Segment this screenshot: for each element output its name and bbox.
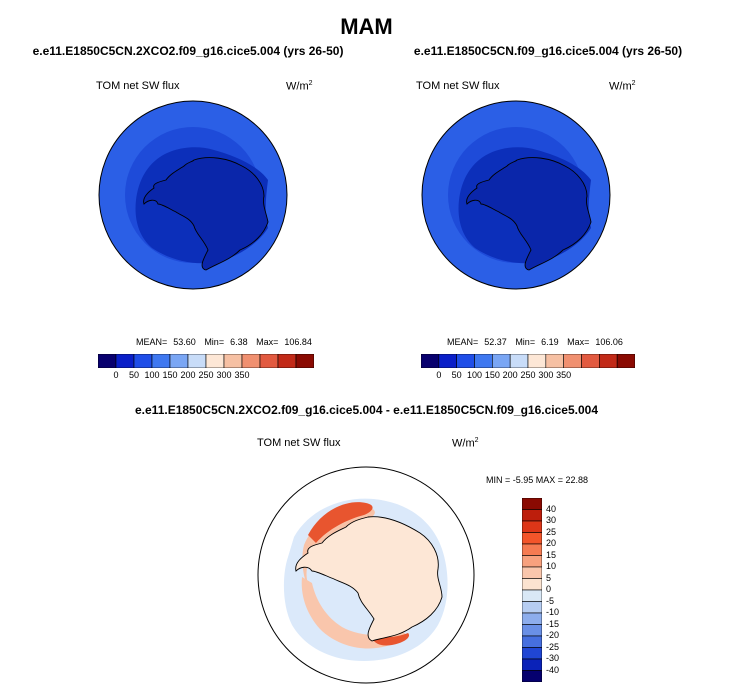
colorbar-swatch bbox=[522, 555, 542, 568]
panel-1-stats: MEAN= 53.60 Min= 6.38 Max= 106.84 bbox=[136, 337, 312, 347]
colorbar-tick-label: 200 bbox=[180, 370, 196, 380]
panel-2-title: e.e11.E1850C5CN.f09_g16.cice5.004 (yrs 2… bbox=[413, 44, 683, 58]
colorbar-swatch bbox=[438, 354, 457, 368]
colorbar-tick-label: 300 bbox=[216, 370, 232, 380]
colorbar-swatch bbox=[522, 647, 542, 660]
colorbar-swatch bbox=[522, 670, 542, 682]
colorbar-swatch bbox=[616, 354, 635, 368]
colorbar-swatch bbox=[522, 509, 542, 522]
colorbar-tick-label: 350 bbox=[556, 370, 572, 380]
colorbar-tick-label: 25 bbox=[546, 526, 557, 537]
panel-2-stats: MEAN= 52.37 Min= 6.19 Max= 106.06 bbox=[447, 337, 623, 347]
difference-minmax: MIN = -5.95 MAX = 22.88 bbox=[486, 475, 589, 485]
colorbar-swatch bbox=[474, 354, 493, 368]
difference-units-label: W/m2 bbox=[452, 437, 479, 450]
colorbar-swatch bbox=[581, 354, 600, 368]
panel-1-units-label: W/m2 bbox=[286, 80, 313, 93]
colorbar-tick-label: 50 bbox=[451, 370, 462, 380]
panel-1-title: e.e11.E1850C5CN.2XCO2.f09_g16.cice5.004 … bbox=[32, 44, 344, 58]
colorbar-tick-label: 200 bbox=[502, 370, 518, 380]
panel-1-colorbar bbox=[98, 354, 314, 368]
colorbar-tick-label: 300 bbox=[538, 370, 554, 380]
colorbar-swatch bbox=[522, 658, 542, 671]
colorbar-tick-label: 250 bbox=[198, 370, 214, 380]
colorbar-swatch bbox=[522, 601, 542, 614]
colorbar-swatch bbox=[205, 354, 225, 368]
colorbar-swatch bbox=[522, 612, 542, 625]
panel-1-variable-label: TOM net SW flux bbox=[96, 80, 180, 92]
colorbar-swatch bbox=[522, 520, 542, 533]
colorbar-swatch bbox=[259, 354, 279, 368]
colorbar-tick-label: -15 bbox=[546, 618, 560, 629]
difference-map bbox=[257, 466, 475, 684]
colorbar-swatch bbox=[522, 498, 542, 510]
colorbar-swatch bbox=[115, 354, 135, 368]
panel-2-colorbar bbox=[421, 354, 635, 368]
difference-variable-label: TOM net SW flux bbox=[257, 437, 341, 449]
colorbar-tick-label: -25 bbox=[546, 641, 560, 652]
colorbar-swatch bbox=[421, 354, 440, 368]
colorbar-tick-label: 0 bbox=[546, 584, 552, 594]
colorbar-swatch bbox=[241, 354, 261, 368]
colorbar-swatch bbox=[527, 354, 547, 368]
colorbar-tick-label: 100 bbox=[466, 370, 483, 380]
colorbar-tick-label: 150 bbox=[484, 370, 500, 380]
colorbar-tick-label: -20 bbox=[546, 630, 560, 640]
colorbar-swatch bbox=[295, 354, 314, 368]
colorbar-swatch bbox=[522, 578, 542, 591]
colorbar-tick-label: 350 bbox=[234, 370, 250, 380]
colorbar-tick-label: 150 bbox=[162, 370, 178, 380]
antarctica-outline-2 bbox=[466, 157, 592, 271]
colorbar-swatch bbox=[545, 354, 564, 368]
colorbar-tick-label: 0 bbox=[436, 370, 442, 380]
panel-2-colorbar-labels: 0 50 100 150 200 250 300 350 bbox=[421, 370, 635, 382]
panel-2-variable-label: TOM net SW flux bbox=[416, 80, 500, 92]
colorbar-tick-label: 10 bbox=[546, 561, 557, 571]
colorbar-swatch bbox=[509, 354, 529, 368]
colorbar-swatch bbox=[563, 354, 582, 368]
colorbar-swatch bbox=[277, 354, 297, 368]
colorbar-swatch bbox=[522, 635, 542, 648]
panel-1-colorbar-labels: 0 50 100 150 200 250 300 350 bbox=[98, 370, 314, 382]
colorbar-tick-label: -40 bbox=[546, 664, 560, 675]
colorbar-tick-label: -10 bbox=[546, 607, 560, 617]
colorbar-tick-label: 40 bbox=[546, 503, 557, 514]
colorbar-tick-label: 20 bbox=[546, 538, 557, 548]
colorbar-tick-label: -30 bbox=[546, 653, 560, 663]
colorbar-tick-label: 50 bbox=[128, 370, 139, 380]
difference-colorbar bbox=[522, 498, 542, 682]
colorbar-tick-label: -5 bbox=[546, 595, 555, 606]
colorbar-swatch bbox=[599, 354, 618, 368]
colorbar-tick-label: 0 bbox=[113, 370, 119, 380]
colorbar-swatch bbox=[456, 354, 475, 368]
colorbar-swatch bbox=[522, 624, 542, 637]
colorbar-tick-label: 100 bbox=[144, 370, 160, 380]
season-title: MAM bbox=[340, 14, 393, 39]
colorbar-swatch bbox=[169, 354, 189, 368]
colorbar-tick-label: 250 bbox=[520, 370, 536, 380]
colorbar-tick-label: 15 bbox=[546, 549, 557, 560]
colorbar-tick-label: 30 bbox=[546, 515, 557, 525]
colorbar-tick-label: 5 bbox=[546, 572, 552, 583]
colorbar-swatch bbox=[187, 354, 207, 368]
colorbar-swatch bbox=[151, 354, 171, 368]
colorbar-swatch bbox=[522, 532, 542, 545]
panel-1-map bbox=[98, 100, 288, 290]
colorbar-swatch bbox=[133, 354, 153, 368]
colorbar-swatch bbox=[492, 354, 511, 368]
panel-2-units-label: W/m2 bbox=[609, 80, 636, 93]
colorbar-swatch bbox=[522, 589, 542, 602]
colorbar-swatch bbox=[98, 354, 117, 368]
antarctica-outline-1 bbox=[143, 157, 269, 271]
colorbar-swatch bbox=[522, 566, 542, 579]
colorbar-swatch bbox=[522, 543, 542, 556]
difference-colorbar-labels: 40 30 25 20 15 10 5 0 -5 -10 -15 -20 -25 -30 -40 bbox=[546, 498, 576, 682]
difference-title: e.e11.E1850C5CN.2XCO2.f09_g16.cice5.004 … bbox=[135, 403, 598, 417]
antarctica-outline-diff bbox=[295, 516, 443, 642]
panel-2-map bbox=[421, 100, 611, 290]
colorbar-swatch bbox=[223, 354, 243, 368]
